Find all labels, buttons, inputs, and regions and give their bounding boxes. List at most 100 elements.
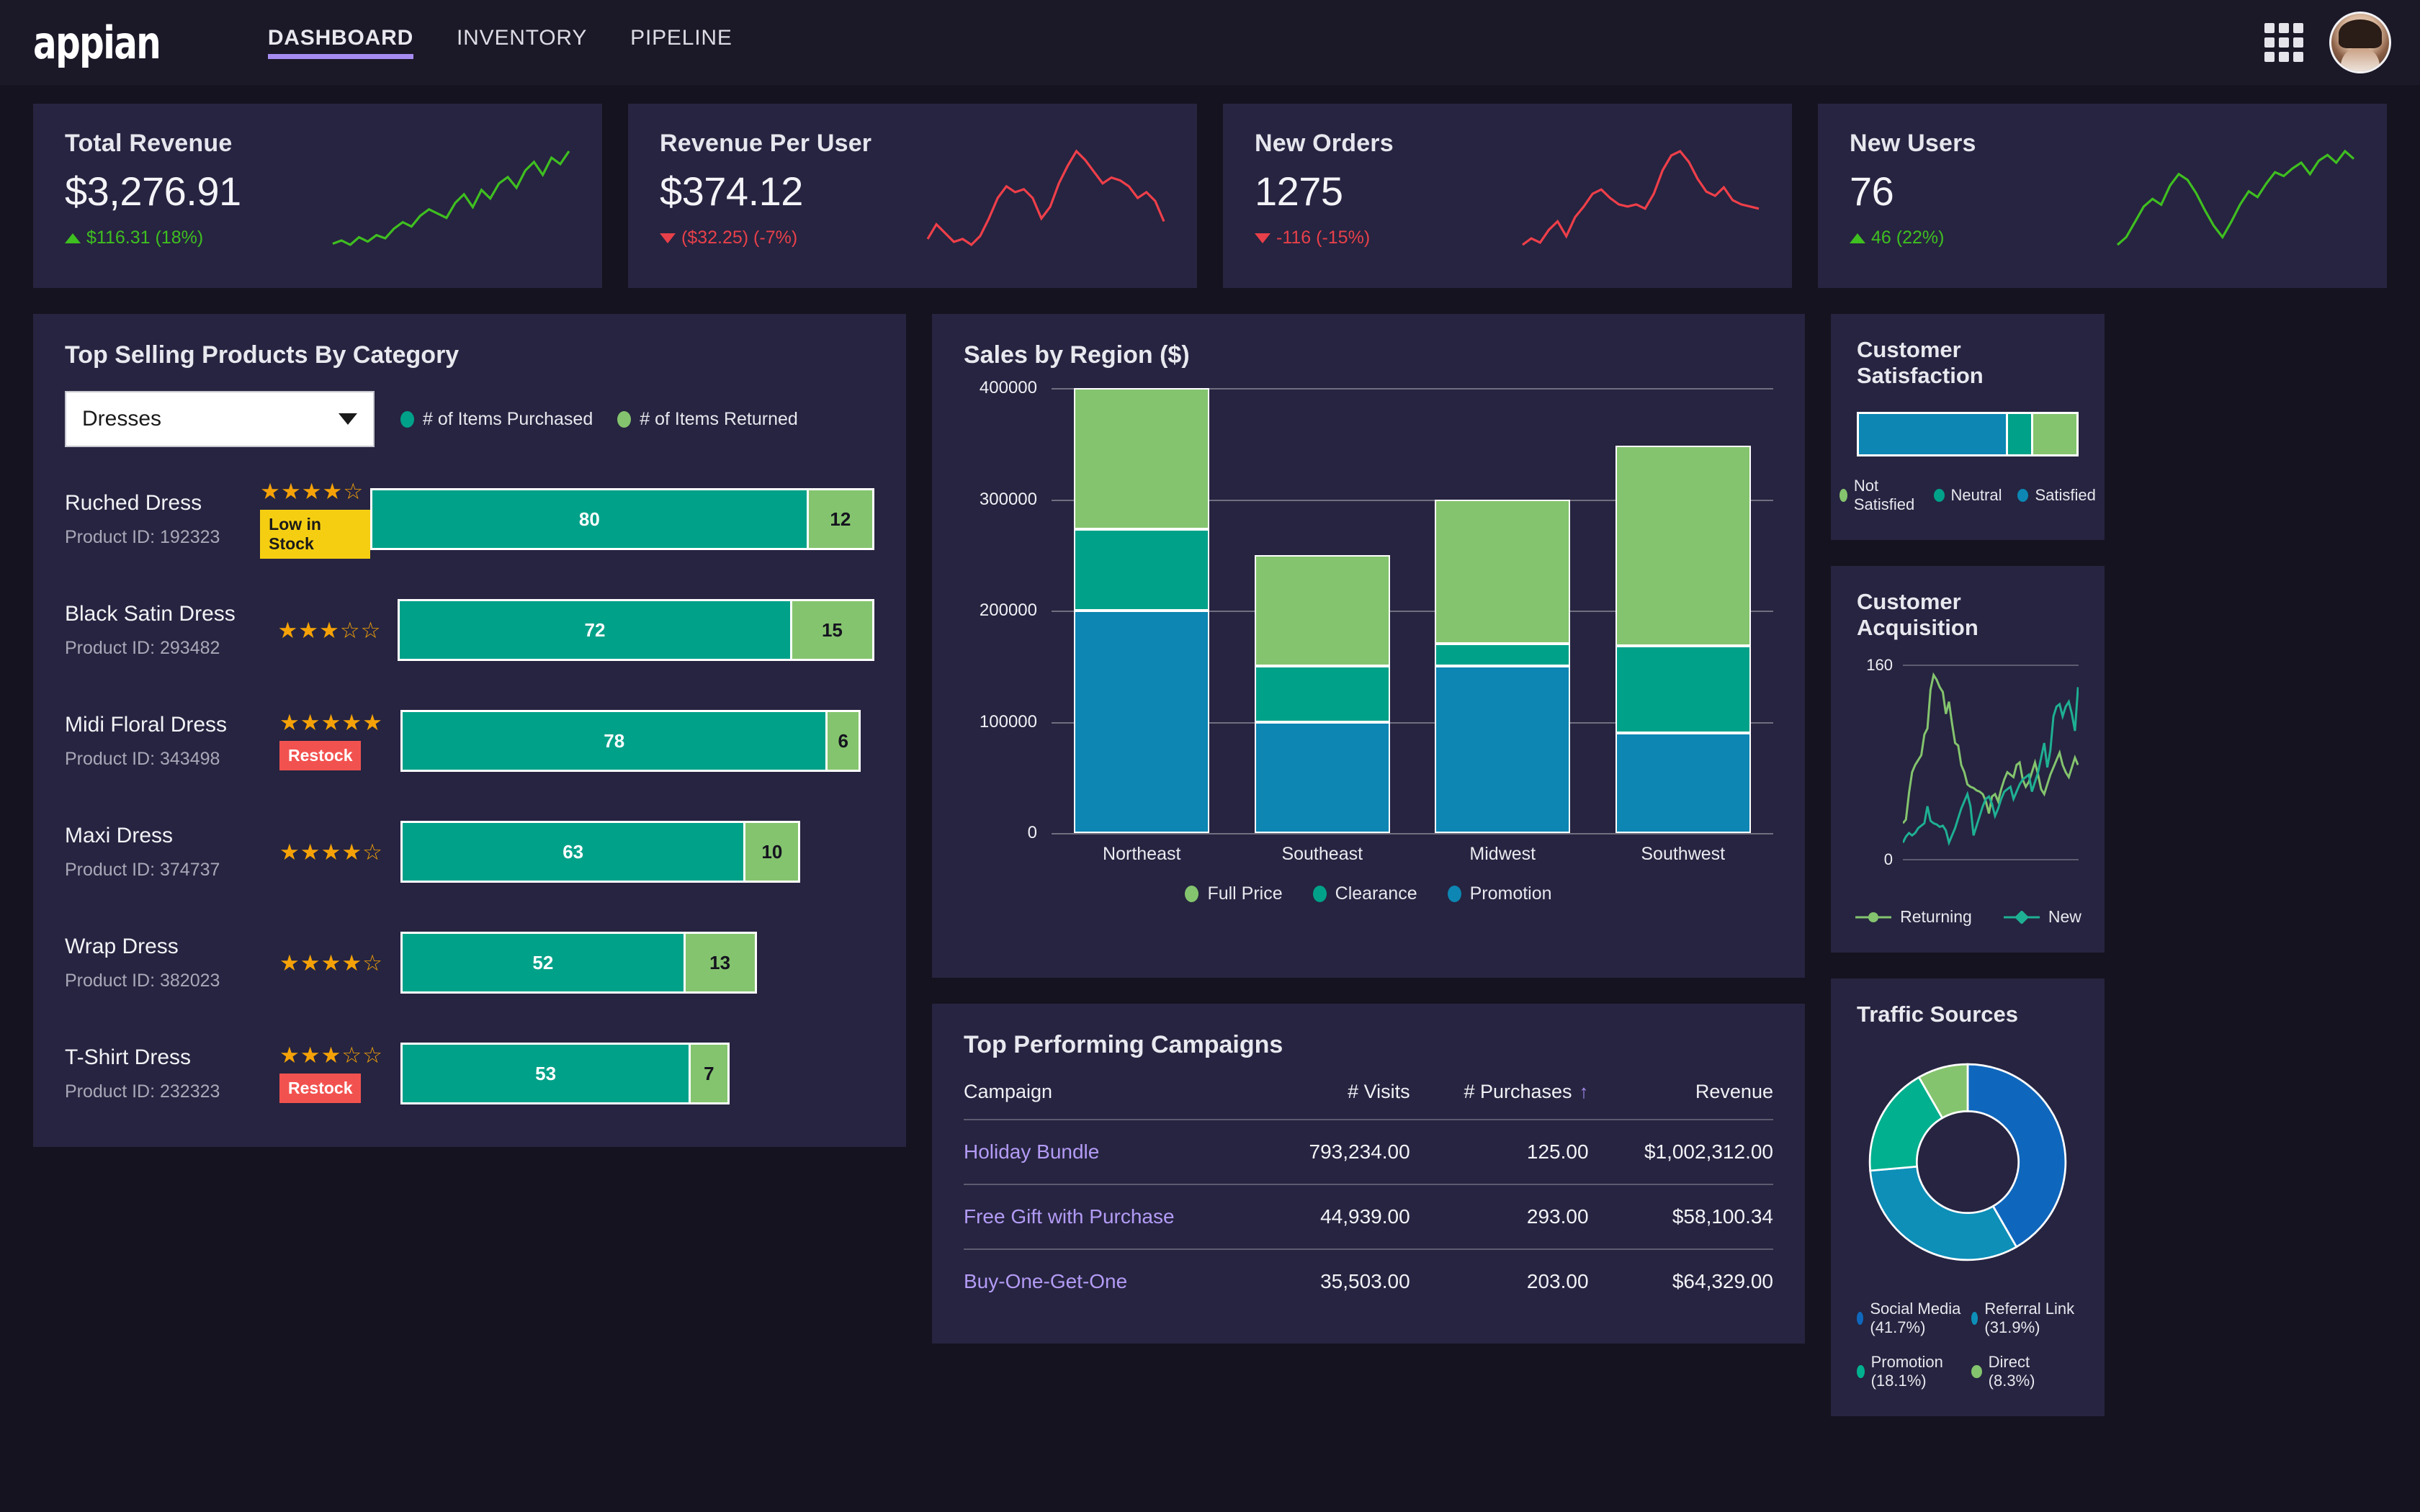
bar-column[interactable]: [1052, 388, 1232, 833]
table-row[interactable]: Free Gift with Purchase 44,939.00 293.00 $5…: [964, 1184, 1773, 1249]
legend-label: Referral Link (31.9%): [1984, 1300, 2075, 1336]
table-row[interactable]: Holiday Bundle 793,234.00 125.00 $1,002,312…: [964, 1119, 1773, 1184]
gridline: [1052, 388, 1773, 390]
nav-tab-pipeline[interactable]: PIPELINE: [630, 26, 732, 50]
sales-legend: Full Price Clearance Promotion: [964, 883, 1773, 904]
col-visits[interactable]: # Visits: [1348, 1081, 1410, 1102]
bar-column[interactable]: [1593, 388, 1774, 833]
y-axis-tick: 200000: [979, 600, 1037, 620]
campaign-link[interactable]: Holiday Bundle: [964, 1119, 1265, 1184]
product-name: T-Shirt Dress: [65, 1045, 192, 1069]
product-info: Wrap Dress Product ID: 382023: [65, 935, 279, 991]
acquisition-legend: Returning New: [1855, 907, 2081, 927]
x-axis-label: Southwest: [1641, 844, 1726, 864]
legend-item-promotion: Promotion: [1447, 883, 1552, 904]
sales-by-region-panel: Sales by Region ($) 0 100000 200000 300000 4…: [932, 314, 1805, 978]
traffic-donut-wrap: [1857, 1043, 2079, 1281]
product-id: Product ID: 232323: [65, 1081, 220, 1102]
cell-revenue: $1,002,312.00: [1588, 1119, 1773, 1184]
legend-swatch-satisfied: [2017, 489, 2029, 502]
product-row[interactable]: Ruched Dress Product ID: 192323 ★★★★☆ Low i…: [65, 480, 874, 559]
star-rating-icon: ★★★★☆: [279, 950, 383, 976]
nav-tab-inventory[interactable]: INVENTORY: [457, 26, 588, 50]
product-meta: ★★★★☆: [279, 841, 400, 863]
kpi-delta-text: ($32.25) (-7%): [681, 228, 798, 248]
y-axis-tick: 0: [1883, 850, 1893, 868]
user-avatar[interactable]: [2329, 12, 2391, 73]
bar-segment-clearance: [1615, 646, 1751, 733]
col-revenue[interactable]: Revenue: [1695, 1081, 1773, 1102]
legend-swatch-returned: [617, 410, 632, 428]
product-row[interactable]: Black Satin Dress Product ID: 293482 ★★★☆☆…: [65, 591, 874, 669]
kpi-title: Total Revenue: [65, 130, 233, 157]
main-content-row: Top Selling Products By Category Dresses…: [33, 314, 2387, 1416]
legend-swatch-full-price: [1185, 886, 1199, 902]
kpi-card-new-orders[interactable]: New Orders 1275 -116 (-15%): [1223, 104, 1792, 288]
legend-label: Promotion: [1469, 883, 1552, 904]
bar-column[interactable]: [1412, 388, 1593, 833]
x-axis-label: Midwest: [1469, 844, 1536, 864]
bar-segment-returned: 10: [745, 821, 801, 883]
donut-slice-referral-link[interactable]: [1869, 1165, 2018, 1261]
kpi-card-total-revenue[interactable]: Total Revenue $3,276.91 $116.31 (18%): [33, 104, 602, 288]
kpi-card-new-users[interactable]: New Users 76 46 (22%): [1818, 104, 2387, 288]
bar-segment-purchased: 72: [398, 599, 792, 661]
bar-segment-returned: 15: [792, 599, 874, 661]
product-info: T-Shirt Dress Product ID: 232323: [65, 1045, 279, 1102]
product-row[interactable]: Midi Floral Dress Product ID: 343498 ★★★★★…: [65, 702, 874, 780]
bar-segment-purchased: 80: [370, 488, 809, 550]
kpi-card-revenue-per-user[interactable]: Revenue Per User $374.12 ($32.25) (-7%): [628, 104, 1197, 288]
product-id: Product ID: 293482: [65, 637, 220, 658]
cell-visits: 35,503.00: [1265, 1248, 1410, 1313]
campaign-link[interactable]: Buy-One-Get-One: [964, 1248, 1265, 1313]
product-row[interactable]: Maxi Dress Product ID: 374737 ★★★★☆ 63 10: [65, 813, 874, 891]
legend-marker-returning: [1855, 912, 1892, 922]
bar-stack: [1615, 388, 1751, 833]
category-select[interactable]: Dresses: [65, 391, 375, 447]
donut-slice-social-media[interactable]: [1966, 1063, 2067, 1248]
donut-slice-direct[interactable]: [1917, 1063, 1969, 1120]
cell-visits: 44,939.00: [1265, 1184, 1410, 1249]
cell-revenue: $64,329.00: [1588, 1248, 1773, 1313]
sparkline-total-revenue: [328, 143, 573, 251]
kpi-row: Total Revenue $3,276.91 $116.31 (18%) Re…: [33, 104, 2387, 288]
bar-segment-returned: 13: [685, 932, 757, 994]
legend-label: Returning: [1900, 907, 1972, 926]
legend-item-full-price: Full Price: [1185, 883, 1283, 904]
product-name: Ruched Dress: [65, 490, 202, 515]
bar-segment-purchased: 53: [400, 1043, 691, 1104]
acquisition-lines: [1903, 665, 2079, 860]
traffic-sources-panel: Traffic Sources Social Media (41.7%) Ref…: [1831, 978, 2105, 1416]
kpi-value: $3,276.91: [65, 168, 241, 214]
bar-stack: [1074, 388, 1210, 833]
col-purchases[interactable]: # Purchases ↑: [1410, 1081, 1588, 1120]
kpi-title: Revenue Per User: [660, 130, 872, 157]
col-campaign[interactable]: Campaign: [964, 1081, 1053, 1102]
stock-status-badge: Restock: [279, 741, 362, 770]
bar-segment-promotion: [1615, 732, 1751, 833]
apps-grid-icon[interactable]: [2264, 23, 2303, 62]
product-row[interactable]: T-Shirt Dress Product ID: 232323 ★★★☆☆ Rest…: [65, 1035, 874, 1112]
product-meta: ★★★☆☆ Restock: [279, 1044, 400, 1103]
legend-label: New: [2048, 907, 2081, 926]
nav-tab-dashboard[interactable]: DASHBOARD: [267, 26, 414, 59]
star-rating-icon: ★★★★☆: [279, 839, 383, 865]
kpi-value: $374.12: [660, 168, 803, 214]
product-bar: 53 7: [400, 1043, 730, 1104]
legend-label: Direct (8.3%): [1988, 1353, 2035, 1390]
panel-title: Customer Acquisition: [1857, 589, 1978, 640]
bar-column[interactable]: [1232, 388, 1413, 833]
bar-segment-promotion: [1435, 666, 1571, 833]
bar-stack: [1435, 388, 1571, 833]
campaign-link[interactable]: Free Gift with Purchase: [964, 1184, 1265, 1249]
table-row[interactable]: Buy-One-Get-One 35,503.00 203.00 $64,329.00: [964, 1248, 1773, 1313]
sparkline-revenue-per-user: [923, 143, 1168, 251]
trend-down-icon: [660, 233, 676, 243]
campaigns-table: Campaign # Visits # Purchases ↑ Revenue H…: [964, 1081, 1773, 1313]
y-axis-tick: 100000: [979, 711, 1037, 732]
product-row[interactable]: Wrap Dress Product ID: 382023 ★★★★☆ 52 13: [65, 924, 874, 1002]
bar-segment-full-price: [1254, 554, 1390, 667]
customer-acquisition-chart: 160 0: [1857, 656, 2079, 897]
legend-item-not-satisfied: Not Satisfied: [1839, 477, 1917, 514]
bar-segment-promotion: [1074, 611, 1210, 833]
